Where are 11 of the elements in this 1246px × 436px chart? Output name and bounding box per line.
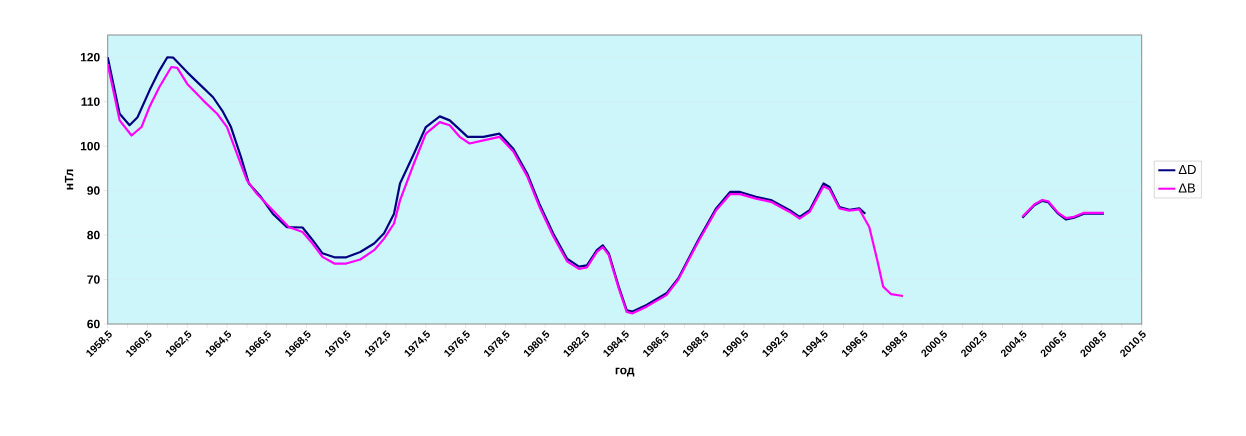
x-axis-title: год <box>615 367 635 377</box>
y-tick-label: 110 <box>81 97 100 106</box>
legend-label: ΔB <box>1178 183 1196 193</box>
y-tick-label: 60 <box>87 319 100 329</box>
y-tick-label: 120 <box>80 52 100 62</box>
y-tick-label: 90 <box>87 186 100 195</box>
y-tick-label: 100 <box>80 141 100 151</box>
legend-label: ΔD <box>1178 165 1196 174</box>
y-axis-title: нТл <box>64 169 74 190</box>
y-tick-label: 80 <box>87 230 100 240</box>
y-tick-label: 70 <box>87 275 100 284</box>
